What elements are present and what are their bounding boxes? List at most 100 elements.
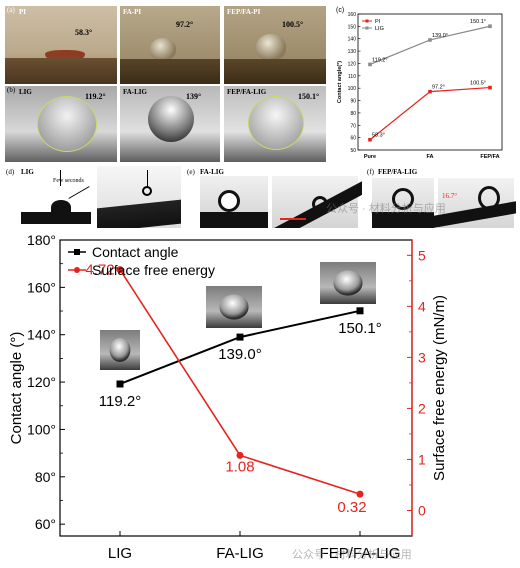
photo-e-right: [265, 176, 362, 228]
data-point: [428, 89, 432, 94]
photo-label: LIG: [21, 168, 34, 176]
legend-label: LIG: [375, 26, 384, 32]
y-tick-label: 60°: [35, 516, 56, 532]
angle-label: 139°: [186, 92, 202, 101]
photo-label: FEP/FA-LIG: [227, 88, 267, 96]
y-tick-label: 160°: [27, 279, 56, 295]
legend-marker: [365, 19, 369, 23]
y2-tick-label: 3: [418, 349, 426, 365]
data-point: [368, 62, 372, 67]
angle-label: 58.3°: [75, 28, 93, 37]
data-point: [488, 85, 492, 90]
y-tick-label: 180°: [27, 232, 56, 248]
y-tick-label: 80°: [35, 469, 56, 485]
data-label: 139.0°: [218, 346, 262, 363]
y-axis-label: Contact angle (°): [8, 332, 25, 445]
substrate: [200, 212, 268, 228]
photo-fa-lig: FA-LIG 139°: [120, 86, 220, 162]
chart-main: 60° 80° 100° 120° 140° 160° 180° 0 1 2 3 4 5 LIG FA-LI…: [8, 232, 448, 562]
data-label: 150.1°: [470, 19, 486, 25]
photo-d: (d) LIG Few seconds: [5, 166, 181, 228]
data-label: 0.32: [337, 499, 366, 516]
note-label: Few seconds: [53, 178, 84, 184]
panel-tag-e: (e): [187, 168, 195, 176]
data-label: 58.3°: [372, 133, 385, 139]
photo-label: PI: [19, 8, 26, 16]
photo-lig: (b) LIG 119.2°: [5, 86, 117, 162]
photo-label: LIG: [19, 88, 32, 96]
x-tick-label: FA-LIG: [216, 545, 264, 562]
x-tick-label: Pure: [364, 154, 376, 160]
droplet: [37, 96, 97, 152]
droplet: [150, 38, 176, 60]
panel-tag-b: (b): [7, 86, 16, 94]
droplet: [218, 190, 240, 212]
needle: [60, 170, 61, 186]
data-point: [116, 266, 124, 274]
y-tick-label: 50: [350, 148, 356, 154]
watermark-top: 公众号 · 材料分析与应用: [326, 203, 446, 215]
droplet: [51, 200, 71, 214]
data-label: 119.2°: [99, 393, 141, 410]
photo-e-left: [200, 176, 268, 228]
droplet: [142, 186, 152, 196]
legend-marker: [74, 267, 80, 273]
droplet: [148, 96, 194, 142]
y2-tick-label: 1: [418, 451, 426, 467]
y-tick-label: 140: [348, 37, 357, 43]
photo-fep-fa-lig: FEP/FA-LIG 150.1°: [224, 86, 326, 162]
data-point: [236, 333, 244, 341]
data-label: 4.72: [85, 262, 114, 279]
photo-label: FA-LIG: [123, 88, 147, 96]
angle-label: 16.7°: [442, 192, 458, 200]
droplet: [333, 270, 363, 296]
panel-tag-a: (a): [7, 6, 15, 14]
series-line-lig: [369, 25, 491, 65]
angle-label: 150.1°: [298, 92, 320, 101]
y-tick-label: 100: [348, 86, 357, 92]
arrow-icon: [280, 218, 306, 220]
photo-d-right: [97, 166, 181, 228]
legend-label: PI: [375, 19, 381, 25]
y2-tick-label: 2: [418, 400, 426, 416]
data-point: [368, 137, 372, 142]
y-tick-label: 120°: [27, 374, 56, 390]
photo-f-left: [372, 178, 434, 228]
substrate: [224, 59, 326, 84]
y-tick-label: 140°: [27, 327, 56, 343]
photo-label: FEP/FA-LIG: [378, 168, 418, 176]
panel-tag-d: (d): [6, 168, 15, 176]
x-tick-label: FEP/FA-LIG: [320, 545, 401, 562]
substrate: [21, 212, 91, 224]
y-tick-label: 80: [350, 111, 356, 117]
y2-tick-label: 0: [418, 502, 426, 518]
substrate: [372, 212, 434, 228]
photo-f-right: 16.7°: [431, 178, 516, 228]
data-point: [488, 24, 492, 29]
photo-e: (e) FA-LIG: [186, 166, 362, 228]
data-point: [116, 380, 124, 388]
panel-tag-c: (c): [336, 7, 344, 14]
y-tick-label: 60: [350, 136, 356, 142]
data-point: [428, 38, 432, 42]
substrate: [5, 58, 117, 84]
panel-tag-f: (f): [367, 168, 374, 176]
photo-fa-pi: FA-PI 97.2°: [120, 6, 220, 84]
angle-label: 100.5°: [282, 20, 304, 29]
y-tick-label: 100°: [27, 421, 56, 437]
legend-marker: [74, 249, 80, 255]
droplet: [248, 96, 304, 150]
series-line-pi: [369, 86, 491, 141]
photo-label: FA-LIG: [200, 168, 224, 176]
data-label: 1.08: [225, 458, 254, 475]
y-tick-label: 110: [348, 74, 356, 80]
photo-pi: (a) PI 58.3°: [5, 6, 117, 84]
y-tick-label: 160: [348, 12, 357, 18]
y-tick-label: 90: [350, 99, 356, 105]
data-point: [236, 451, 244, 459]
data-point: [356, 307, 364, 315]
legend-marker: [365, 26, 369, 30]
plot-frame: [357, 13, 503, 151]
angle-label: 119.2°: [85, 92, 106, 101]
photo-label: FEP/FA-PI: [227, 8, 261, 16]
